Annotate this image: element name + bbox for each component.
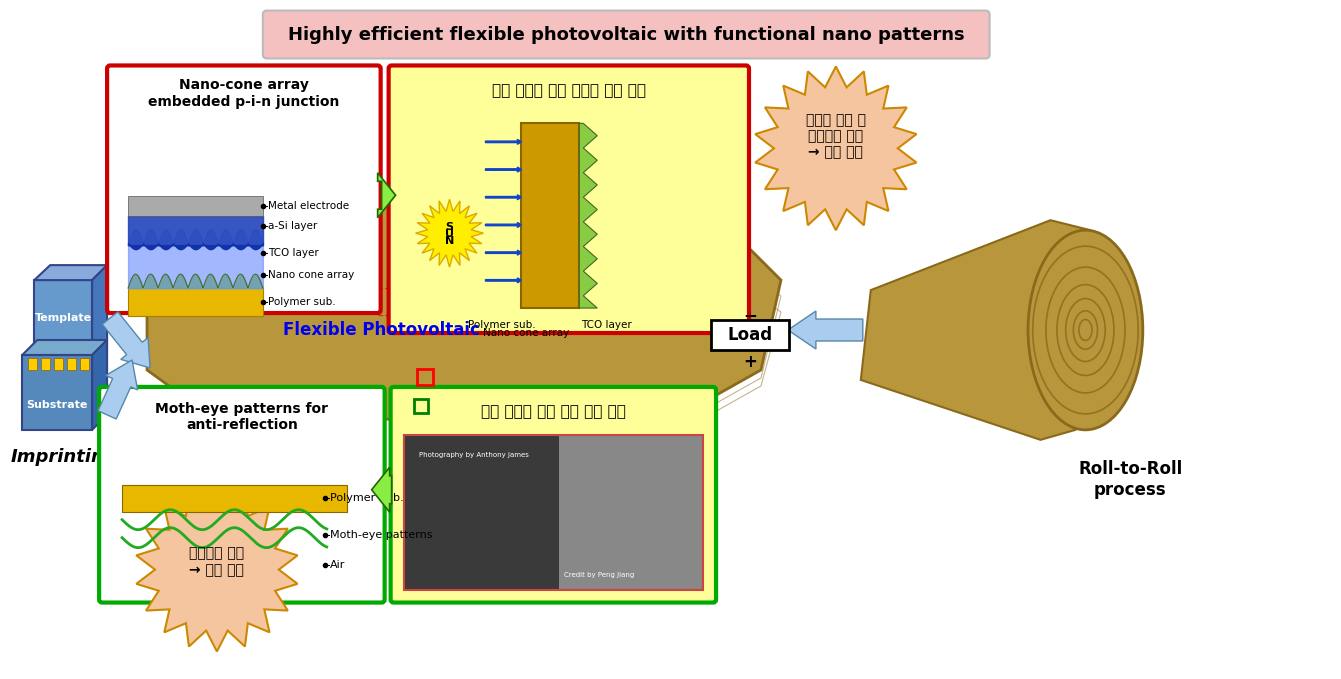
Text: Imprinting: Imprinting <box>11 448 118 466</box>
Text: Template: Template <box>35 313 91 323</box>
FancyArrow shape <box>378 172 396 218</box>
Text: TCO layer: TCO layer <box>268 248 319 258</box>
Bar <box>413 399 428 413</box>
Bar <box>404 435 703 589</box>
Polygon shape <box>23 340 107 355</box>
Polygon shape <box>137 488 298 651</box>
Polygon shape <box>416 199 484 267</box>
FancyArrow shape <box>485 167 522 172</box>
Text: Highly efficient flexible photovoltaic with functional nano patterns: Highly efficient flexible photovoltaic w… <box>288 26 964 43</box>
Text: 입사광량 증가
→ 효율 상승: 입사광량 증가 → 효율 상승 <box>189 547 244 576</box>
Bar <box>54 358 63 370</box>
Text: Moth-eye patterns for
anti-reflection: Moth-eye patterns for anti-reflection <box>156 402 329 432</box>
Text: Substrate: Substrate <box>27 400 89 410</box>
Text: Air: Air <box>330 559 345 570</box>
Text: Polymer Sub.: Polymer Sub. <box>330 493 404 502</box>
FancyArrow shape <box>102 312 150 368</box>
Polygon shape <box>93 265 107 355</box>
Bar <box>122 485 347 512</box>
Polygon shape <box>755 67 916 230</box>
Bar <box>522 124 579 308</box>
FancyArrow shape <box>789 311 862 349</box>
FancyArrow shape <box>485 195 522 200</box>
FancyBboxPatch shape <box>390 387 716 602</box>
Text: S: S <box>445 222 453 232</box>
Polygon shape <box>861 220 1090 440</box>
Text: Nano cone array: Nano cone array <box>268 270 354 280</box>
Bar <box>129 288 263 316</box>
Bar <box>67 358 76 370</box>
FancyArrow shape <box>485 139 522 145</box>
Bar <box>42 358 50 370</box>
Polygon shape <box>23 355 93 430</box>
Bar <box>129 196 263 216</box>
Text: U: U <box>445 230 455 239</box>
FancyArrow shape <box>98 360 138 419</box>
Text: Metal electrode: Metal electrode <box>268 201 349 211</box>
Text: N: N <box>445 236 455 246</box>
Polygon shape <box>35 265 107 280</box>
Bar <box>28 358 38 370</box>
Bar <box>404 435 559 589</box>
Text: −: − <box>743 306 756 324</box>
FancyBboxPatch shape <box>389 65 750 333</box>
Polygon shape <box>579 124 597 308</box>
Polygon shape <box>148 196 780 420</box>
Text: a-Si layer: a-Si layer <box>268 221 316 231</box>
Bar <box>711 320 789 350</box>
FancyBboxPatch shape <box>107 65 381 313</box>
Bar <box>559 435 703 589</box>
Bar <box>80 358 89 370</box>
FancyArrow shape <box>371 467 392 512</box>
FancyArrow shape <box>485 223 522 227</box>
Text: Roll-to-Roll
process: Roll-to-Roll process <box>1078 460 1183 498</box>
Text: +: + <box>743 353 756 371</box>
Text: Credit by Peng Jiang: Credit by Peng Jiang <box>565 572 634 578</box>
Polygon shape <box>93 340 107 430</box>
Text: 나노 패턴에 의한 광경로 확장 기술: 나노 패턴에 의한 광경로 확장 기술 <box>492 83 646 98</box>
Text: Flexible Photovoltaic: Flexible Photovoltaic <box>283 321 480 339</box>
Bar <box>417 369 433 385</box>
Ellipse shape <box>1029 230 1143 430</box>
Text: Polymer sub.: Polymer sub. <box>268 297 335 307</box>
FancyBboxPatch shape <box>99 387 385 602</box>
Text: Nano cone array: Nano cone array <box>483 328 570 338</box>
Text: TCO layer: TCO layer <box>581 320 632 330</box>
FancyArrow shape <box>485 278 522 283</box>
FancyBboxPatch shape <box>263 11 990 58</box>
Text: Photography by Anthony James: Photography by Anthony James <box>418 452 528 458</box>
Text: 나노 패턴에 의한 반사 방지 기술: 나노 패턴에 의한 반사 방지 기술 <box>481 405 626 420</box>
Text: Load: Load <box>727 326 772 344</box>
FancyArrow shape <box>485 250 522 255</box>
Polygon shape <box>35 280 93 355</box>
Text: 광경로 확장 및
접합면적 증가
→ 효율 상승: 광경로 확장 및 접합면적 증가 → 효율 상승 <box>806 113 866 160</box>
Text: Moth-eye patterns: Moth-eye patterns <box>330 530 432 540</box>
Text: Nano-cone array
embedded p-i-n junction: Nano-cone array embedded p-i-n junction <box>149 78 339 109</box>
Text: Polymer sub.: Polymer sub. <box>468 320 535 330</box>
